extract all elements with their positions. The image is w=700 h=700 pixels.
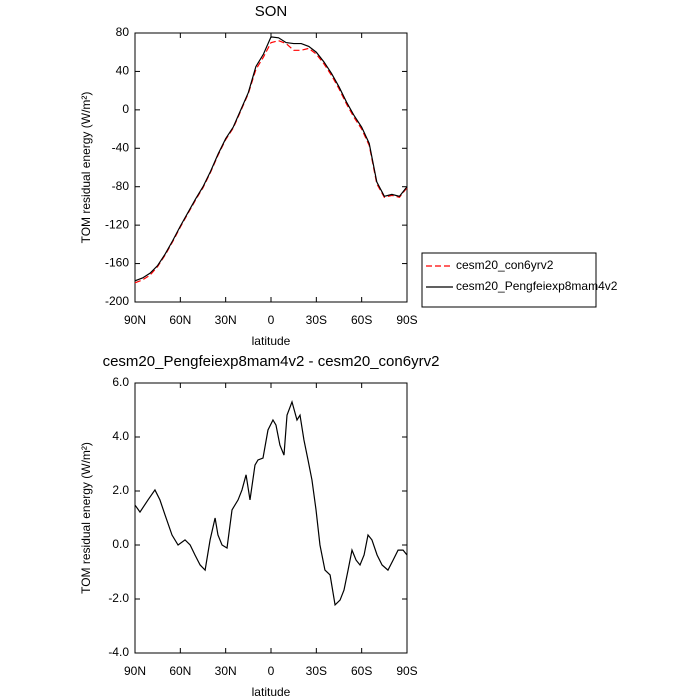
y-tick-label: 0 bbox=[122, 102, 129, 116]
y-tick-label: -120 bbox=[105, 217, 129, 231]
legend-box bbox=[421, 252, 597, 308]
x-tick-label: 90N bbox=[124, 313, 146, 327]
y-tick-label: 0.0 bbox=[112, 537, 129, 551]
y-tick-label: 40 bbox=[116, 64, 130, 78]
y-tick-label: -4.0 bbox=[108, 645, 129, 659]
x-axis-label: latitude bbox=[252, 685, 291, 699]
x-tick-label: 30N bbox=[215, 313, 237, 327]
y-tick-label: 80 bbox=[116, 25, 130, 39]
y-axis-label: TOM residual energy (W/m²) bbox=[79, 92, 93, 244]
y-tick-label: -2.0 bbox=[108, 591, 129, 605]
x-axis-label: latitude bbox=[252, 334, 291, 348]
x-tick-label: 90S bbox=[396, 313, 417, 327]
x-tick-label: 30N bbox=[215, 664, 237, 678]
y-tick-label: 2.0 bbox=[112, 483, 129, 497]
x-tick-label: 0 bbox=[268, 313, 275, 327]
x-tick-label: 60N bbox=[169, 313, 191, 327]
legend-label: cesm20_Pengfeiexp8mam4v2 bbox=[456, 279, 618, 293]
y-tick-label: -80 bbox=[112, 179, 130, 193]
x-tick-label: 30S bbox=[306, 664, 327, 678]
y-axis-label: TOM residual energy (W/m²) bbox=[79, 442, 93, 594]
y-tick-label: 6.0 bbox=[112, 375, 129, 389]
x-tick-label: 30S bbox=[306, 313, 327, 327]
y-tick-label: -40 bbox=[112, 140, 130, 154]
x-tick-label: 60N bbox=[169, 664, 191, 678]
x-tick-label: 0 bbox=[268, 664, 275, 678]
y-tick-label: 4.0 bbox=[112, 429, 129, 443]
x-tick-label: 60S bbox=[351, 664, 372, 678]
chart-title: cesm20_Pengfeiexp8mam4v2 - cesm20_con6yr… bbox=[103, 353, 440, 370]
x-tick-label: 60S bbox=[351, 313, 372, 327]
data-line bbox=[134, 36, 408, 282]
legend-label: cesm20_con6yrv2 bbox=[456, 258, 554, 272]
chart-title: SON bbox=[255, 3, 288, 20]
data-line bbox=[134, 40, 408, 284]
data-line bbox=[134, 399, 408, 607]
x-tick-label: 90S bbox=[396, 664, 417, 678]
plot-frame bbox=[134, 32, 408, 303]
x-tick-label: 90N bbox=[124, 664, 146, 678]
y-tick-label: -160 bbox=[105, 256, 129, 270]
y-tick-label: -200 bbox=[105, 294, 129, 308]
